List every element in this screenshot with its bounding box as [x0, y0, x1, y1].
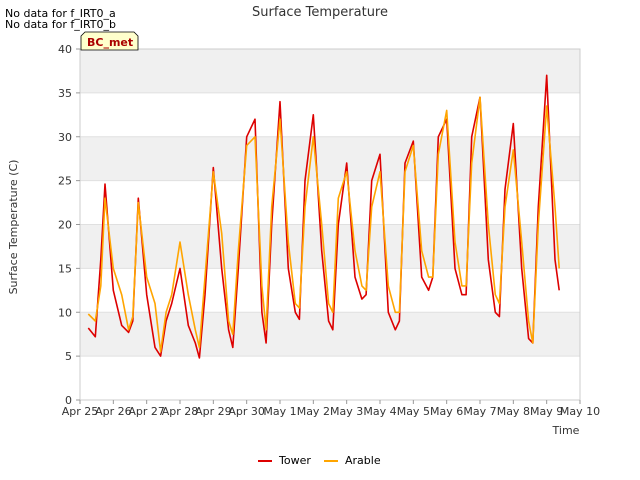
x-tick-label-13: May 8: [497, 405, 530, 418]
site-badge: BC_met: [80, 31, 139, 51]
band-25: [80, 136, 580, 181]
y-axis-label: Surface Temperature (C): [7, 160, 20, 295]
x-tick-label-9: May 4: [363, 405, 396, 418]
x-tick-label-11: May 6: [430, 405, 463, 418]
y-tick-label-40: 40: [58, 43, 72, 56]
y-axis-ticks: 0 5 10 15 20 25 30 35 40: [58, 43, 80, 407]
site-badge-box: [80, 31, 139, 51]
band-5: [80, 312, 580, 357]
y-tick-label-30: 30: [58, 131, 72, 144]
x-tick-label-14: May 9: [530, 405, 563, 418]
nodata-line-1: No data for f_IRT0_a: [5, 7, 116, 20]
x-tick-label-4: Apr 29: [195, 405, 232, 418]
site-badge-label: BC_met: [87, 36, 133, 49]
x-tick-label-2: Apr 27: [128, 405, 165, 418]
band-35: [80, 49, 580, 93]
x-tick-label-0: Apr 25: [62, 405, 99, 418]
x-tick-label-10: May 5: [397, 405, 430, 418]
nodata-line-2: No data for f_IRT0_b: [5, 18, 117, 31]
y-tick-label-5: 5: [65, 350, 72, 363]
x-tick-label-5: Apr 30: [228, 405, 265, 418]
x-axis-label: Time: [552, 424, 580, 437]
y-tick-label-35: 35: [58, 87, 72, 100]
x-tick-label-3: Apr 28: [162, 405, 199, 418]
x-tick-label-1: Apr 26: [95, 405, 132, 418]
legend-label-arable: Arable: [345, 454, 381, 467]
y-tick-label-20: 20: [58, 219, 72, 232]
y-tick-label-25: 25: [58, 175, 72, 188]
y-tick-label-0: 0: [65, 394, 72, 407]
x-tick-label-12: May 7: [463, 405, 496, 418]
legend: Tower Arable: [258, 454, 381, 467]
background-bands: [80, 49, 580, 357]
x-tick-label-6: May 1: [263, 405, 296, 418]
chart-title: Surface Temperature: [252, 5, 388, 20]
x-tick-label-15: May 10: [560, 405, 600, 418]
x-tick-label-8: May 3: [330, 405, 363, 418]
series-lines: [87, 74, 560, 359]
band-15: [80, 224, 580, 269]
y-tick-label-15: 15: [58, 262, 72, 275]
x-tick-label-7: May 2: [297, 405, 330, 418]
series-line-arable: [87, 96, 560, 353]
legend-label-tower: Tower: [278, 454, 311, 467]
y-tick-label-10: 10: [58, 306, 72, 319]
